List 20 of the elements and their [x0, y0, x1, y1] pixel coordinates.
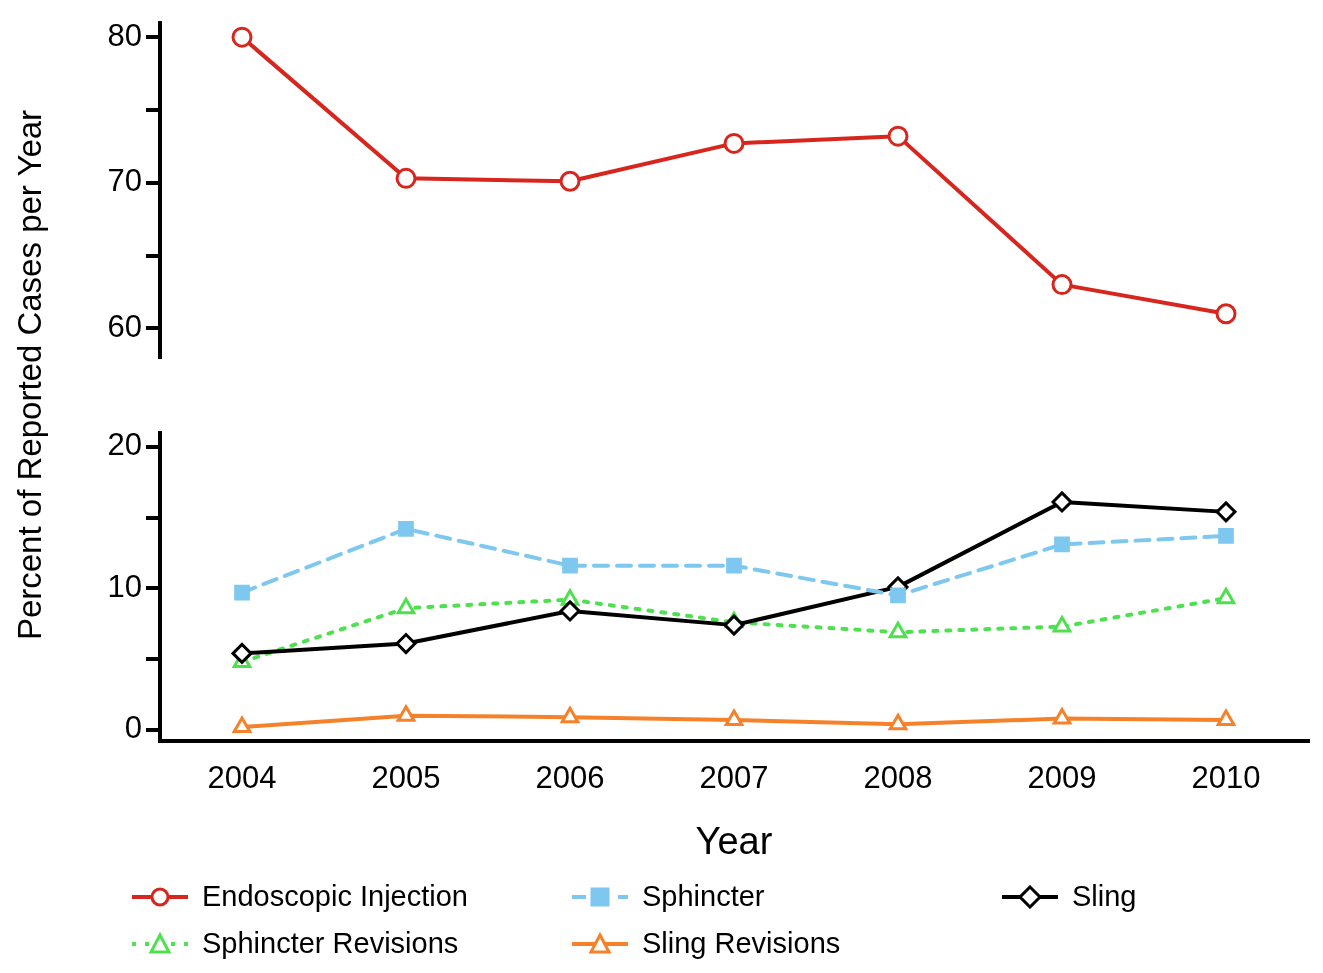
- x-tick-label: 2006: [535, 760, 605, 796]
- legend-label: Endoscopic Injection: [202, 880, 468, 913]
- x-tick-label: 2005: [371, 760, 441, 796]
- y-tick-label: 60: [107, 308, 142, 344]
- x-tick-label: 2009: [1027, 760, 1097, 796]
- x-tick-label: 2004: [207, 760, 277, 796]
- y-tick-label: 0: [124, 710, 142, 746]
- x-tick-label: 2010: [1191, 760, 1261, 796]
- x-axis-title: Year: [695, 819, 773, 862]
- legend-label: Sphincter: [642, 880, 765, 913]
- x-tick-label: 2007: [699, 760, 769, 796]
- y-tick-label: 10: [107, 568, 142, 604]
- legend-label: Sling Revisions: [642, 927, 841, 960]
- y-tick-label: 70: [107, 163, 142, 199]
- y-tick-label: 80: [107, 17, 142, 53]
- y-tick-label: 20: [107, 427, 142, 463]
- legend-label: Sphincter Revisions: [202, 927, 459, 960]
- y-axis-title: Percent of Reported Cases per Year: [11, 109, 49, 641]
- x-tick-label: 2008: [863, 760, 933, 796]
- legend-label: Sling: [1072, 880, 1137, 913]
